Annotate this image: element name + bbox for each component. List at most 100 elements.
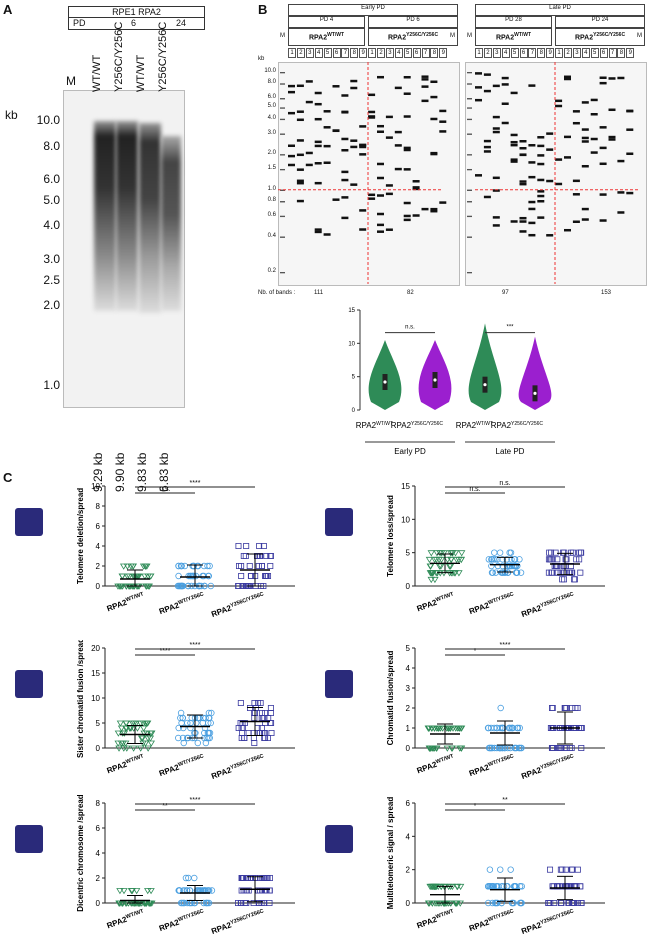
data-point [132,888,141,895]
band [296,84,304,88]
data-point [437,556,446,564]
geno-sup: Y256C/Y256C [593,32,626,38]
band [280,236,285,238]
panel-a-kb-tick: 4.0 [43,218,60,233]
band [288,111,295,115]
x-label: RPA2WT/WT [106,753,147,775]
lane-number: 4 [581,48,590,58]
sig-label: **** [190,642,201,649]
scatter-plot: 0 1 2 3 4 5 Chromatid fusion/spread RPA2WT/WT RP… [386,642,605,780]
data-point [488,744,496,752]
band [626,191,634,195]
x-label: RPA2WT/Y256C [468,908,516,933]
data-point [577,549,584,556]
data-point [486,866,494,873]
data-point [487,744,494,752]
lane-number: 3 [305,48,314,58]
data-point [181,562,189,570]
band [403,201,411,205]
band [492,176,500,180]
band [350,139,358,142]
data-point [563,705,570,712]
band [359,145,367,149]
y-tick-label: 8 [96,799,101,808]
pd-label: PD [73,18,86,28]
geno-header [555,28,645,46]
data-point [565,883,572,890]
data-point [493,899,500,907]
band [467,189,472,191]
band [519,220,527,223]
band [403,148,411,152]
data-point [433,570,442,577]
data-point [508,562,516,570]
data-point [518,883,526,890]
data-point [256,900,263,907]
band [572,110,580,113]
band [403,146,411,150]
data-point [239,583,246,590]
data-point [175,582,183,590]
x-label-sup: WT/Y256C [487,908,514,923]
x-label: RPA2Y256C/Y256C [210,753,266,780]
lane-number: 8 [350,48,359,58]
panel-b-kb-unit: kb [258,56,265,62]
lane-number: 2 [296,48,305,58]
lane-number: 4 [501,48,510,58]
band [280,168,285,171]
data-point [251,715,258,722]
data-point [428,883,436,891]
x-label-sup: Y256C/Y256C [230,753,265,771]
data-point [503,556,511,563]
band [492,216,500,219]
panel-b-gel-early [278,62,460,286]
lane-number: 1 [288,48,296,58]
lane-number: 9 [359,48,368,58]
band [314,117,322,121]
data-point [136,745,145,752]
band [439,120,447,123]
data-point [203,899,210,907]
geno-header [288,28,365,46]
band [617,191,625,194]
band [537,144,545,148]
lane-number: 8 [537,48,546,58]
x-label-sup: WT/WT [435,753,455,765]
geno-header [368,28,458,46]
violin-median [483,383,487,387]
band [323,144,331,148]
band [314,102,322,106]
band [305,163,313,167]
early-pd-text: Early PD [361,5,385,11]
data-point [263,553,270,560]
scatter-plot: 0 5 10 15 Telomere loss/spread RPA2WT/WT RPA2W… [386,480,605,618]
data-point [449,570,457,577]
band [439,109,447,113]
panel-c-label: C [3,470,13,485]
violin-x-base: RPA2 [391,421,412,430]
band [350,79,358,83]
lane-number: 9 [439,48,448,58]
data-point [117,583,125,590]
band [475,86,482,89]
band [599,146,607,150]
data-point [267,553,274,560]
data-point [267,705,274,712]
band [421,99,429,103]
chromosome-image [15,825,43,853]
data-point [453,900,461,907]
lane-number: 7 [341,48,350,58]
panel-b-bands [278,62,638,284]
x-label: RPA2WT/WT [416,908,457,930]
sig-label: **** [500,642,511,649]
band [403,218,411,222]
data-point [551,900,558,907]
data-point [238,563,245,570]
panel-b-kb-tick: 0.8 [267,197,276,204]
band [483,145,491,149]
band [350,86,358,90]
band [368,116,376,119]
data-point [430,745,439,752]
x-label-sup: Y256C/Y256C [230,908,265,926]
